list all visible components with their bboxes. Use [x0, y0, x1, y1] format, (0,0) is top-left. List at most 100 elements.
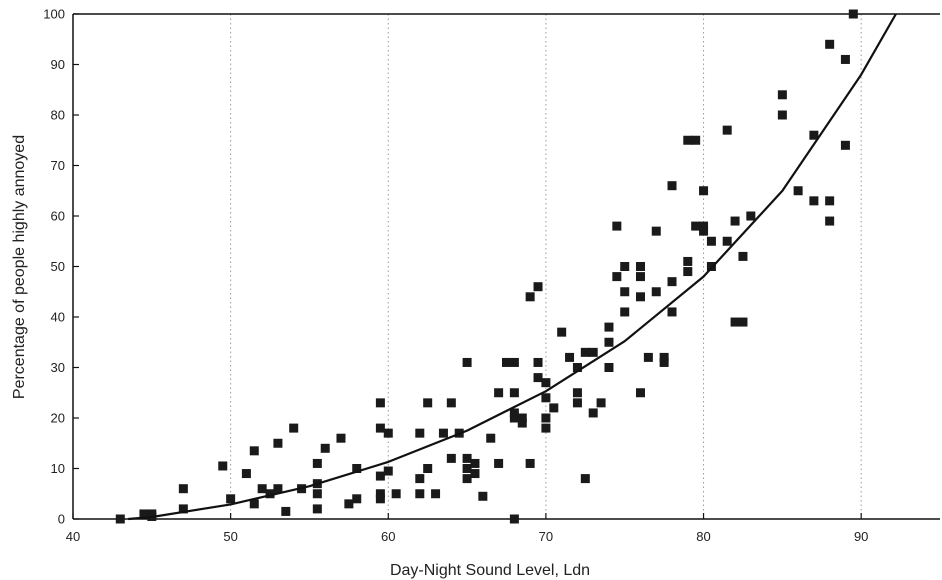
- data-point: [423, 464, 433, 473]
- data-point: [178, 504, 188, 514]
- gridlines: [230, 14, 862, 519]
- data-point: [738, 317, 748, 327]
- data-point: [533, 357, 543, 367]
- y-tick-label: 20: [51, 411, 65, 426]
- data-point: [352, 464, 362, 473]
- data-point: [588, 408, 598, 418]
- data-point: [494, 388, 504, 398]
- data-point: [825, 216, 835, 226]
- data-point: [509, 408, 519, 418]
- data-point: [533, 282, 543, 292]
- data-point: [620, 287, 630, 297]
- data-point: [635, 292, 645, 302]
- data-point: [722, 236, 732, 246]
- x-tick-label: 50: [223, 529, 237, 544]
- data-point: [446, 398, 456, 408]
- data-point: [517, 418, 527, 428]
- data-point: [462, 464, 472, 473]
- data-point: [320, 443, 330, 453]
- fit-curve: [128, 13, 897, 521]
- data-point: [667, 181, 677, 191]
- data-point: [541, 413, 551, 423]
- data-point: [691, 221, 701, 231]
- data-point: [257, 484, 267, 494]
- data-point: [178, 484, 188, 494]
- data-point: [635, 272, 645, 282]
- data-point: [415, 474, 425, 484]
- data-point: [509, 413, 519, 423]
- data-point: [541, 393, 551, 403]
- data-point: [438, 428, 448, 438]
- data-point: [139, 509, 149, 519]
- data-point: [572, 388, 582, 398]
- x-tick-label: 40: [66, 529, 80, 544]
- data-point: [383, 428, 393, 438]
- data-point: [509, 388, 519, 398]
- data-point: [462, 357, 472, 367]
- y-tick-label: 80: [51, 108, 65, 123]
- data-point: [375, 494, 385, 504]
- data-point: [596, 398, 606, 408]
- y-tick-label: 100: [43, 7, 65, 22]
- data-point: [580, 347, 590, 357]
- data-point: [502, 357, 511, 367]
- data-point: [572, 398, 582, 408]
- data-point: [691, 135, 701, 145]
- data-point: [415, 428, 425, 438]
- data-point: [312, 458, 322, 468]
- data-point: [699, 221, 709, 231]
- y-tick-label: 70: [51, 158, 65, 173]
- data-point: [722, 125, 732, 135]
- data-point: [651, 226, 661, 236]
- data-point: [375, 423, 385, 433]
- data-point: [699, 226, 709, 236]
- data-point: [730, 216, 740, 226]
- data-point: [273, 438, 283, 448]
- x-tick-label: 60: [381, 529, 395, 544]
- data-point: [809, 130, 819, 140]
- y-tick-label: 60: [51, 209, 65, 224]
- data-point: [525, 458, 535, 468]
- y-tick-label: 30: [51, 360, 65, 375]
- data-point: [312, 489, 322, 499]
- data-point: [699, 186, 709, 196]
- data-point: [383, 466, 393, 476]
- data-point: [446, 453, 456, 463]
- data-point: [462, 474, 472, 484]
- data-point: [423, 398, 433, 408]
- data-point: [825, 196, 835, 206]
- data-point: [667, 307, 677, 317]
- data-point: [462, 453, 472, 463]
- data-point: [777, 90, 787, 100]
- data-point: [825, 39, 835, 49]
- data-point: [509, 514, 519, 524]
- data-point: [572, 363, 582, 372]
- data-point: [281, 506, 291, 516]
- data-point: [226, 494, 236, 504]
- data-point: [241, 469, 251, 479]
- data-point: [486, 433, 496, 443]
- fit-curve-path: [128, 13, 897, 521]
- data-point: [391, 489, 401, 499]
- data-point: [312, 504, 322, 514]
- data-point: [289, 423, 299, 433]
- data-point: [375, 398, 385, 408]
- data-point: [470, 469, 480, 479]
- data-point: [620, 307, 630, 317]
- data-point: [746, 211, 756, 221]
- data-point: [549, 403, 559, 413]
- data-point: [478, 491, 488, 501]
- x-tick-label: 70: [539, 529, 553, 544]
- data-point: [840, 140, 850, 150]
- x-axis-title: Day-Night Sound Level, Ldn: [390, 562, 590, 579]
- data-point: [494, 458, 504, 468]
- data-point: [604, 363, 614, 372]
- data-point: [533, 373, 543, 383]
- data-point: [635, 262, 645, 271]
- data-point: [470, 458, 480, 468]
- y-tick-label: 10: [51, 461, 65, 476]
- data-point: [115, 514, 125, 524]
- data-point: [588, 347, 598, 357]
- data-point: [580, 474, 590, 484]
- data-point: [651, 287, 661, 297]
